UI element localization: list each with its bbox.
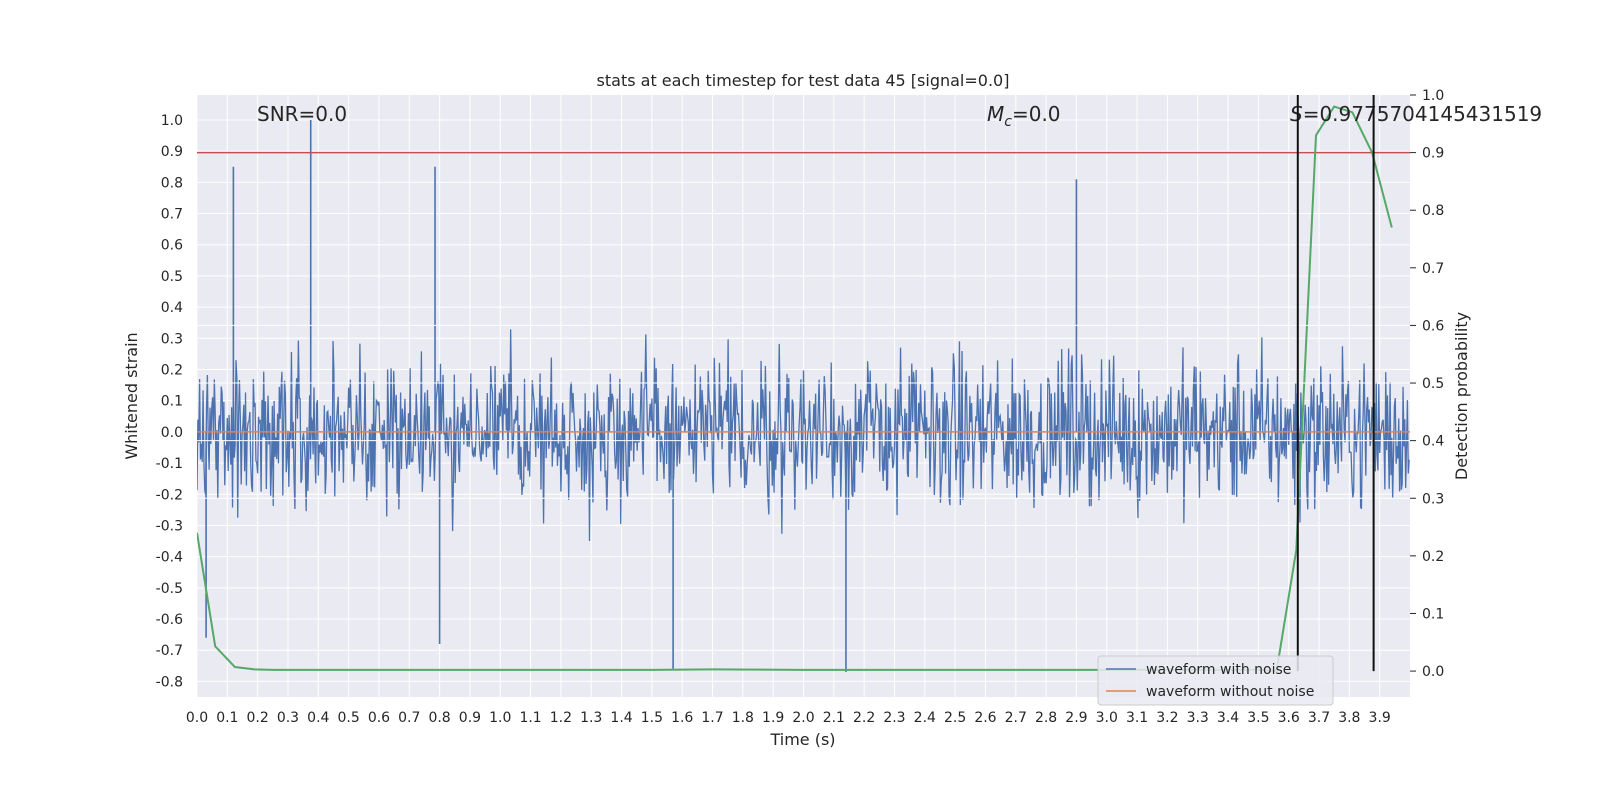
s-value: =0.9775704145431519: [1303, 102, 1542, 126]
x-tick-label: 2.3: [883, 710, 905, 726]
x-tick-label: 1.3: [580, 710, 602, 726]
legend-box: [1097, 655, 1334, 706]
x-tick-label: 3.3: [1187, 710, 1209, 726]
y-tick-label: 0.2: [161, 362, 183, 378]
x-tick-label: 2.8: [1035, 710, 1057, 726]
x-tick-label: 2.5: [944, 710, 966, 726]
x-tick-label: 1.4: [610, 710, 632, 726]
x-tick-labels: 0.0 0.1 0.2 0.3 0.4 0.5 0.6 0.7 0.8 0.9 1.0 1.1 1.2 1…: [186, 710, 1391, 726]
chart-title: stats at each timestep for test data 45 …: [597, 71, 1010, 90]
y2-tick-label: 0.0: [1422, 664, 1444, 680]
y2-tick-label: 0.7: [1422, 261, 1444, 277]
x-tick-label: 2.4: [914, 710, 936, 726]
grid: [196, 95, 1410, 697]
y2-tick-labels: 1.0 0.9 0.8 0.7 0.6 0.5 0.4 0.3 0.2 0.1 0.0: [1410, 88, 1444, 680]
x-tick-label: 3.1: [1126, 710, 1148, 726]
x-tick-label: 0.7: [398, 710, 420, 726]
x-tick-label: 1.5: [641, 710, 663, 726]
y-tick-label: 1.0: [161, 113, 183, 129]
series-waveform-with-noise: [197, 119, 1410, 673]
legend: waveform with noise waveform without noi…: [1097, 655, 1334, 706]
x-tick-label: 0.4: [307, 710, 329, 726]
x-tick-label: 0.1: [216, 710, 238, 726]
x-tick-label: 2.2: [853, 710, 875, 726]
x-tick-label: 2.7: [1005, 710, 1027, 726]
x-tick-label: 1.9: [762, 710, 784, 726]
y-tick-label: -0.1: [156, 456, 183, 472]
x-tick-label: 3.5: [1247, 710, 1269, 726]
x-tick-label: 3.2: [1156, 710, 1178, 726]
x-tick-label: 3.7: [1308, 710, 1330, 726]
x-tick-label: 3.9: [1369, 710, 1391, 726]
x-tick-label: 0.6: [368, 710, 390, 726]
mc-value: =0.0: [1012, 102, 1061, 126]
x-tick-label: 2.9: [1065, 710, 1087, 726]
x-tick-label: 1.0: [489, 710, 511, 726]
y-tick-labels: 1.0 0.9 0.8 0.7 0.6 0.5 0.4 0.3 0.2 0.1 0.0 -0.1 -0.…: [156, 113, 183, 690]
x-tick-label: 1.2: [550, 710, 572, 726]
legend-label-clean: waveform without noise: [1146, 684, 1314, 700]
y-tick-label: -0.7: [156, 643, 183, 659]
x-tick-label: 1.8: [732, 710, 754, 726]
y-tick-label: 0.1: [161, 394, 183, 410]
x-tick-label: 2.1: [823, 710, 845, 726]
mc-annotation: Mc=0.0: [987, 102, 1061, 130]
x-tick-label: 2.6: [974, 710, 996, 726]
y-tick-label: -0.3: [156, 518, 183, 534]
x-tick-label: 2.0: [792, 710, 814, 726]
x-tick-label: 3.6: [1278, 710, 1300, 726]
x-tick-label: 1.6: [671, 710, 693, 726]
y-tick-label: 0.7: [161, 207, 183, 223]
mc-subscript: c: [1004, 114, 1012, 130]
x-tick-label: 3.8: [1338, 710, 1360, 726]
y2-tick-label: 0.8: [1422, 203, 1444, 219]
x-tick-label: 3.0: [1096, 710, 1118, 726]
y2-tick-label: 0.6: [1422, 318, 1444, 334]
y2-tick-label: 0.2: [1422, 549, 1444, 565]
secondary-grid: [197, 324, 1410, 499]
x-tick-label: 1.7: [701, 710, 723, 726]
x-tick-label: 1.1: [519, 710, 541, 726]
x-tick-label: 0.5: [337, 710, 359, 726]
y-tick-label: -0.8: [156, 674, 183, 690]
y-tick-label: -0.5: [156, 581, 183, 597]
y-tick-label: 0.5: [161, 269, 183, 285]
y2-tick-label: 0.4: [1422, 434, 1444, 450]
y-tick-label: -0.4: [156, 550, 183, 566]
x-tick-label: 0.9: [459, 710, 481, 726]
y-tick-label: -0.2: [156, 487, 183, 503]
y-tick-label: -0.6: [156, 612, 183, 628]
y2-tick-label: 0.9: [1422, 146, 1444, 162]
x-tick-label: 3.4: [1217, 710, 1239, 726]
x-tick-label: 0.2: [247, 710, 269, 726]
x-tick-label: 0.0: [186, 710, 208, 726]
y-tick-label: 0.3: [161, 331, 183, 347]
y2-tick-label: 0.3: [1422, 491, 1444, 507]
y-tick-label: 0.0: [161, 425, 183, 441]
y-tick-label: 0.6: [161, 238, 183, 254]
s-annotation: S=0.9775704145431519: [1290, 102, 1542, 126]
y-tick-label: 0.8: [161, 175, 183, 191]
x-axis-label: Time (s): [769, 730, 835, 749]
series-detection-probability: [197, 105, 1393, 673]
y-tick-label: 0.4: [161, 300, 183, 316]
s-symbol: S: [1290, 102, 1303, 126]
y-tick-label: 0.9: [161, 144, 183, 160]
y-axis-label: Whitened strain: [122, 332, 141, 459]
y2-tick-label: 1.0: [1422, 88, 1444, 104]
y2-axis-label: Detection probability: [1452, 312, 1471, 480]
legend-label-noise: waveform with noise: [1146, 662, 1291, 678]
noise-line: [197, 329, 1410, 541]
mc-symbol: M: [987, 102, 1004, 126]
y2-tick-label: 0.5: [1422, 376, 1444, 392]
y2-tick-label: 0.1: [1422, 606, 1444, 622]
x-tick-label: 0.3: [277, 710, 299, 726]
snr-annotation: SNR=0.0: [257, 102, 347, 126]
x-tick-label: 0.8: [428, 710, 450, 726]
